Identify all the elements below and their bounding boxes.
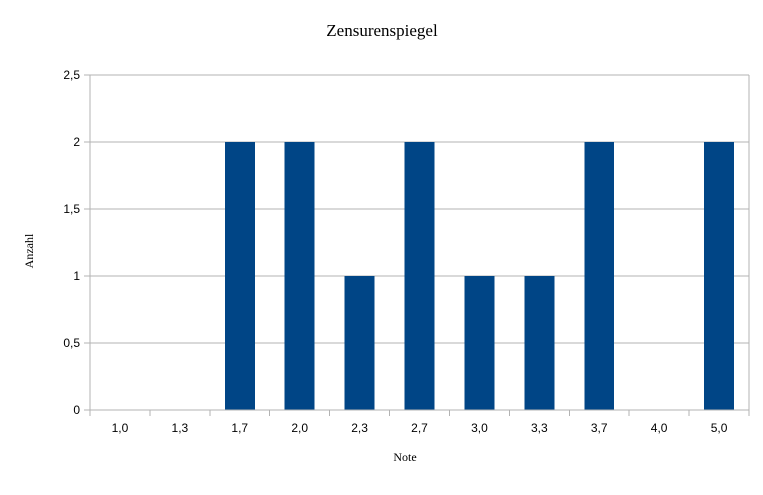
x-tick-label: 5,0 <box>711 421 728 435</box>
bar <box>464 276 495 410</box>
x-tick-labels: 1,0 1,3 1,7 2,0 2,3 2,7 3,0 3,3 3,7 4,0 5,0 <box>112 421 728 435</box>
x-tick-label: 3,3 <box>531 421 548 435</box>
y-tick-label: 2,5 <box>63 68 80 82</box>
y-tick-label: 0,5 <box>63 336 80 350</box>
y-tick-label: 1 <box>73 269 80 283</box>
axes <box>84 75 750 416</box>
y-tick-labels: 0 0,5 1 1,5 2 2,5 <box>63 68 80 417</box>
y-tick-label: 0 <box>73 403 80 417</box>
x-axis-title: Note <box>393 450 416 464</box>
y-tick-label: 2 <box>73 135 80 149</box>
bars <box>224 142 735 410</box>
bar <box>584 142 615 410</box>
bar <box>524 276 555 410</box>
y-axis-title: Anzahl <box>22 233 36 268</box>
x-tick-label: 3,0 <box>471 421 488 435</box>
y-tick-label: 1,5 <box>63 202 80 216</box>
x-tick-label: 4,0 <box>651 421 668 435</box>
x-tick-label: 2,0 <box>291 421 308 435</box>
bar <box>344 276 375 410</box>
x-tick-label: 1,0 <box>112 421 129 435</box>
x-tick-label: 1,7 <box>231 421 248 435</box>
bar <box>704 142 735 410</box>
chart-title: Zensurenspiegel <box>326 21 438 40</box>
bar <box>224 142 255 410</box>
x-tick-label: 3,7 <box>591 421 608 435</box>
x-tick-label: 1,3 <box>172 421 189 435</box>
x-tick-label: 2,3 <box>351 421 368 435</box>
x-tick-label: 2,7 <box>411 421 428 435</box>
bar <box>284 142 315 410</box>
bar <box>404 142 435 410</box>
